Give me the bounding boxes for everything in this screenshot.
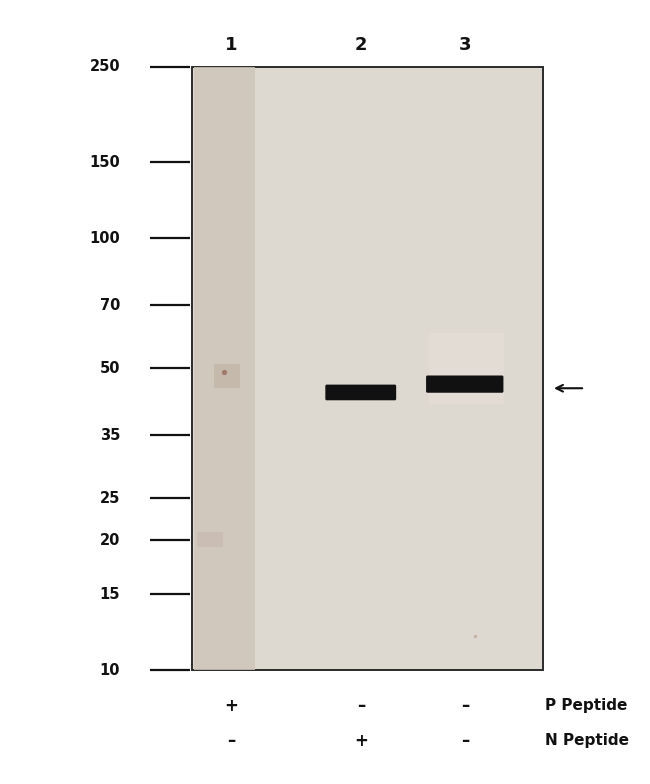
Text: 100: 100 <box>90 231 120 246</box>
Text: 1: 1 <box>224 37 237 54</box>
Text: 70: 70 <box>100 298 120 313</box>
Text: +: + <box>354 732 368 750</box>
Text: –: – <box>461 732 469 750</box>
Bar <box>194 67 255 670</box>
Bar <box>429 333 504 404</box>
Text: 150: 150 <box>90 155 120 170</box>
Text: –: – <box>227 732 235 750</box>
Bar <box>197 532 223 546</box>
Text: P Peptide: P Peptide <box>545 698 627 713</box>
Text: 250: 250 <box>90 59 120 74</box>
Bar <box>214 365 240 388</box>
Text: –: – <box>357 697 365 714</box>
Text: 50: 50 <box>99 361 120 376</box>
Text: 15: 15 <box>99 586 120 602</box>
Text: 10: 10 <box>99 662 120 678</box>
FancyBboxPatch shape <box>326 385 396 401</box>
Text: 20: 20 <box>100 533 120 548</box>
Text: 3: 3 <box>458 37 471 54</box>
Text: N Peptide: N Peptide <box>545 733 629 749</box>
Text: +: + <box>224 697 238 714</box>
Text: 35: 35 <box>100 428 120 443</box>
Bar <box>192 67 543 670</box>
Text: 2: 2 <box>354 37 367 54</box>
Text: –: – <box>461 697 469 714</box>
Text: 25: 25 <box>100 491 120 506</box>
FancyBboxPatch shape <box>426 376 503 393</box>
